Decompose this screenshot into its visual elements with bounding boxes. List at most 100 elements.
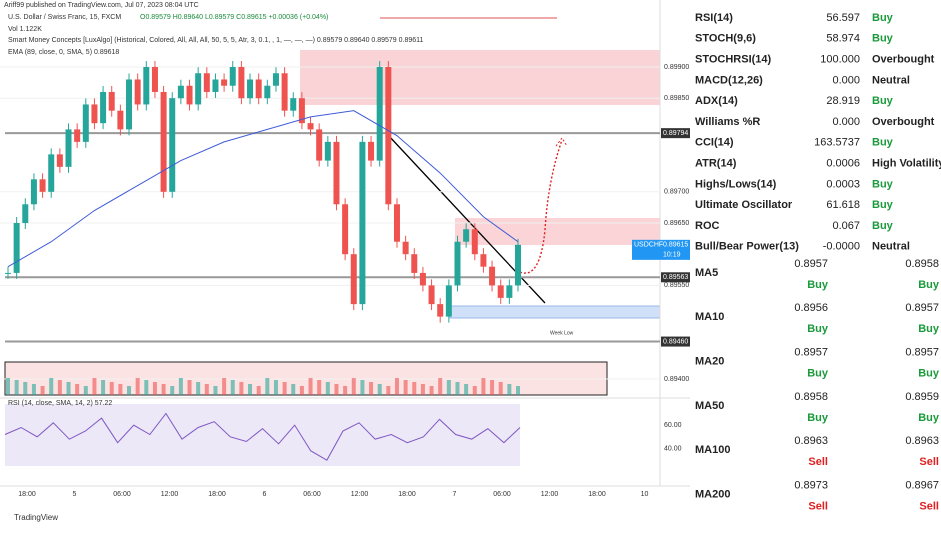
candle — [74, 129, 81, 142]
candle — [82, 104, 89, 142]
ma-value: 0.8963 — [905, 435, 939, 447]
price-tick: 0.89650 — [664, 220, 689, 227]
ma-value: 0.8973 — [794, 479, 828, 491]
candle — [454, 241, 461, 286]
ma-value: 0.8963 — [794, 435, 828, 447]
volume-bar — [273, 380, 278, 395]
price-tick: 0.89400 — [664, 376, 689, 383]
indicator-value: 163.5737 — [814, 137, 860, 149]
candle — [100, 91, 107, 124]
volume-bar — [204, 384, 209, 395]
ma-value: 0.8958 — [794, 391, 828, 403]
indicator-value: 0.0006 — [826, 158, 860, 170]
indicator-name: STOCH(9,6) — [695, 33, 756, 45]
volume-bar — [490, 380, 495, 395]
candle — [324, 141, 331, 161]
volume-bar — [265, 378, 270, 395]
volume-bar — [516, 386, 520, 395]
candle — [342, 204, 349, 255]
supply-zone — [455, 218, 660, 245]
time-label: 7 — [453, 491, 457, 498]
ma-value: 0.8957 — [794, 258, 828, 270]
candle — [350, 254, 357, 305]
ma-signal: Buy — [918, 368, 940, 380]
projection-arrow — [519, 139, 563, 274]
candle — [402, 241, 409, 255]
ma-value: 0.8957 — [794, 347, 828, 359]
level-label: 0.89794 — [663, 130, 688, 137]
smc-label: Smart Money Concepts [LuxAlgo] (Historic… — [8, 37, 424, 44]
volume-bar — [498, 382, 503, 395]
rsi-band — [5, 404, 520, 466]
candle — [151, 67, 158, 92]
level-badge — [661, 336, 690, 347]
volume-bar — [256, 386, 261, 395]
time-label: 06:00 — [303, 491, 321, 498]
candle — [445, 285, 452, 317]
volume-label: Vol 1.122K — [8, 26, 42, 33]
time-label: 06:00 — [493, 491, 511, 498]
rsi-tick: 40.00 — [664, 445, 682, 452]
indicator-name: Bull/Bear Power(13) — [695, 241, 799, 253]
volume-bar — [282, 382, 287, 395]
indicator-signal: Buy — [872, 199, 894, 211]
volume-bar — [83, 386, 88, 395]
candle — [298, 98, 305, 124]
arrow-head — [555, 137, 568, 147]
indicator-signal: Buy — [872, 137, 894, 149]
ma-name: MA100 — [695, 444, 730, 456]
ma-value: 0.8958 — [905, 258, 939, 270]
ma-signal: Buy — [807, 412, 829, 424]
indicator-name: ADX(14) — [695, 95, 738, 107]
indicator-signal: Buy — [872, 220, 894, 232]
rsi-tick: 60.00 — [664, 422, 682, 429]
ma-value: 0.8967 — [905, 479, 939, 491]
indicator-signal: High Volatility — [872, 158, 941, 170]
candle — [169, 98, 176, 192]
candle — [13, 223, 20, 273]
ma-signal: Sell — [919, 500, 939, 512]
candle — [39, 179, 46, 192]
candle — [195, 73, 202, 105]
volume-bar — [464, 384, 469, 395]
time-label: 18:00 — [18, 491, 36, 498]
supply-zone — [300, 50, 660, 105]
indicator-value: 100.000 — [820, 54, 860, 66]
ma-signal: Buy — [918, 323, 940, 335]
candle — [506, 285, 513, 298]
candle — [22, 204, 29, 223]
volume-bar — [213, 386, 218, 395]
candle — [411, 254, 418, 273]
volume-bar — [66, 382, 71, 395]
candle — [229, 67, 236, 86]
ma-name: MA200 — [695, 488, 730, 500]
candle — [307, 123, 314, 130]
candle — [497, 285, 504, 298]
indicator-signal: Neutral — [872, 241, 910, 253]
indicator-name: RSI(14) — [695, 12, 733, 24]
candle — [316, 129, 323, 161]
ma-value: 0.8957 — [905, 347, 939, 359]
indicator-name: CCI(14) — [695, 137, 734, 149]
indicator-signal: Buy — [872, 12, 894, 24]
time-label: 18:00 — [208, 491, 226, 498]
candle — [515, 244, 521, 286]
level-label: 0.89563 — [663, 274, 688, 281]
volume-bar — [57, 380, 62, 395]
candle — [272, 73, 279, 86]
volume-bar — [377, 384, 382, 395]
indicator-name: Highs/Lows(14) — [695, 178, 777, 190]
volume-bar — [127, 386, 132, 395]
volume-bar — [438, 378, 443, 395]
ma-value: 0.8959 — [905, 391, 939, 403]
ma-value: 0.8957 — [905, 302, 939, 314]
candle — [376, 67, 383, 161]
ema-label: EMA (89, close, 0, SMA, 5) 0.89618 — [8, 49, 119, 56]
symbol: U.S. Dollar / Swiss Franc, 15, FXCM — [8, 14, 121, 21]
candle — [91, 104, 98, 124]
volume-bar — [325, 382, 330, 395]
ma-signal: Buy — [918, 412, 940, 424]
footer: TradingView — [14, 513, 58, 522]
indicator-value: 0.0003 — [826, 178, 860, 190]
indicator-signal: Buy — [872, 95, 894, 107]
